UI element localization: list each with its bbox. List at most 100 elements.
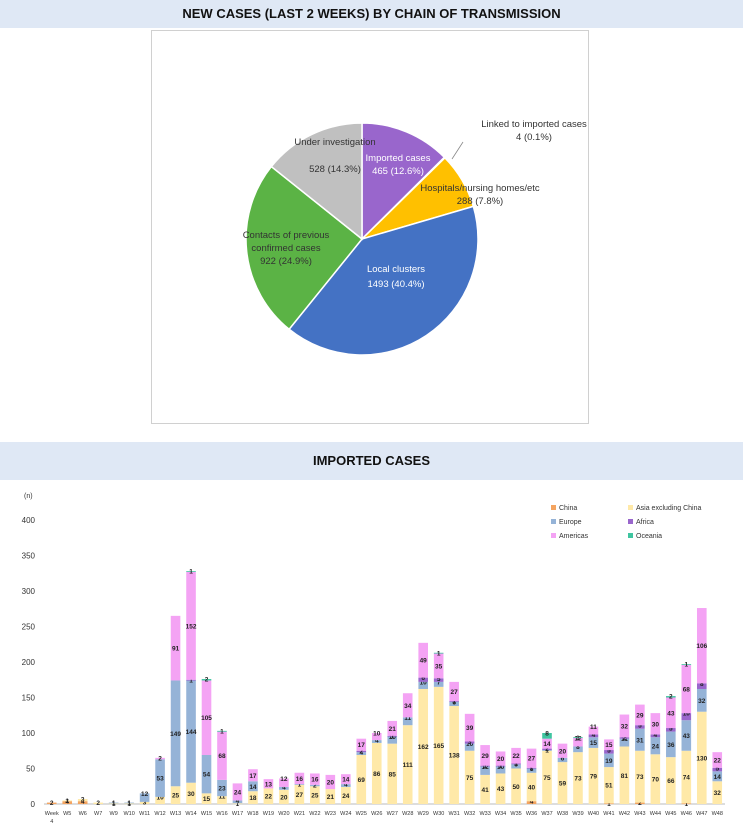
bar-segment xyxy=(681,664,692,665)
legend-swatch xyxy=(551,505,556,510)
bar-value-label: 165 xyxy=(433,743,444,750)
bar-value-label: 10 xyxy=(683,711,691,718)
bar-value-label: 27 xyxy=(296,792,304,799)
bar-segment xyxy=(619,738,630,747)
bar-value-label: 1 xyxy=(514,761,518,768)
bar-value-label: 30 xyxy=(187,791,195,798)
bar-value-label: 5 xyxy=(607,748,611,755)
x-tick-label: W13 xyxy=(170,811,181,817)
bar-segment xyxy=(279,786,289,790)
bar-segment xyxy=(526,767,537,769)
bar-value-label: 6 xyxy=(561,755,565,762)
bar-value-label: 12 xyxy=(574,735,582,742)
legend-label: Oceania xyxy=(636,533,662,540)
x-tick-label: W34 xyxy=(495,811,506,817)
bar-segment xyxy=(217,779,227,797)
bar-value-label: 4 xyxy=(654,732,658,739)
x-tick-label: W18 xyxy=(247,811,258,817)
bar-segment xyxy=(604,803,614,805)
bar-segment xyxy=(93,802,103,804)
pie-label-value: 922 (24.9%) xyxy=(260,256,312,267)
bar-value-label: 40 xyxy=(528,784,536,791)
bar-segment xyxy=(542,748,552,751)
bar-segment xyxy=(573,746,583,753)
x-tick-label: W33 xyxy=(479,811,490,817)
pie-slice-3 xyxy=(288,205,479,356)
bar-segment xyxy=(542,750,552,751)
bar-segment xyxy=(201,679,212,681)
bar-value-label: 14 xyxy=(249,784,257,791)
bar-value-label: 15 xyxy=(203,796,211,803)
pie-label-text: Under investigation xyxy=(294,137,375,148)
bar-segment xyxy=(635,728,645,751)
bar-segment xyxy=(341,784,351,787)
bar-segment xyxy=(573,752,583,804)
bar-segment xyxy=(464,743,475,751)
bar-value-label: 2 xyxy=(545,746,549,753)
bar-value-label: 32 xyxy=(714,790,722,797)
bar-value-label: 4 xyxy=(81,799,85,806)
bar-value-label: 29 xyxy=(481,753,489,760)
bar-segment xyxy=(170,680,181,787)
bar-value-label: 32 xyxy=(698,698,706,705)
bar-value-label: 13 xyxy=(265,781,273,788)
bar-segment xyxy=(511,763,521,765)
bar-value-label: 4 xyxy=(282,784,286,791)
bar-value-label: 21 xyxy=(389,726,397,733)
x-tick-label: W20 xyxy=(278,811,289,817)
bar-value-label: 2 xyxy=(205,677,209,684)
bar-value-label: 8 xyxy=(545,731,549,738)
bar-segment xyxy=(325,789,336,804)
bar-segment xyxy=(588,737,599,748)
bar-segment xyxy=(557,757,568,763)
bar-value-label: 20 xyxy=(559,748,567,755)
bar-value-label: 1 xyxy=(236,801,240,808)
bar-value-label: 3 xyxy=(468,739,472,746)
x-tick-label: W6 xyxy=(79,811,87,817)
bar-value-label: 24 xyxy=(234,789,242,796)
bar-value-label: 138 xyxy=(449,753,460,760)
bar-value-label: 39 xyxy=(466,725,474,732)
bar-segment xyxy=(511,764,521,769)
bar-value-label: 2 xyxy=(50,800,54,807)
bar-segment xyxy=(155,757,165,760)
bar-value-label: 23 xyxy=(218,786,226,793)
bar-segment xyxy=(433,652,444,654)
bar-value-label: 18 xyxy=(249,795,257,802)
bar-value-label: 43 xyxy=(667,710,675,717)
bar-segment xyxy=(279,789,289,804)
bar-segment xyxy=(170,786,181,804)
bar-value-label: 81 xyxy=(621,773,629,780)
bar-segment xyxy=(186,679,196,681)
bar-value-label: 1 xyxy=(298,782,302,789)
bar-segment xyxy=(495,766,506,774)
bar-value-label: 6 xyxy=(514,762,518,769)
bar-value-label: 4 xyxy=(65,799,69,806)
bar-segment xyxy=(619,737,630,739)
bar-segment xyxy=(464,713,475,742)
bar-value-label: 73 xyxy=(574,776,582,783)
y-tick-label: 300 xyxy=(22,587,36,596)
bar-segment xyxy=(681,750,692,804)
x-tick-label: W36 xyxy=(526,811,537,817)
bar-value-label: 1 xyxy=(65,798,69,805)
bar-segment xyxy=(402,693,413,718)
bar-chart-title: IMPORTED CASES xyxy=(0,442,743,480)
bar-value-label: 20 xyxy=(280,794,288,801)
bar-value-label: 11 xyxy=(219,794,226,801)
bar-segment xyxy=(666,731,676,758)
x-tick-label: W14 xyxy=(185,811,196,817)
bar-value-label: 2 xyxy=(96,800,100,807)
pie-label-value: 1493 (40.4%) xyxy=(367,279,424,290)
bar-value-label: 5 xyxy=(638,723,642,730)
bar-segment xyxy=(511,747,521,764)
bar-value-label: 73 xyxy=(636,774,644,781)
pie-slice-0 xyxy=(361,122,446,241)
bar-segment xyxy=(402,717,413,726)
x-tick-label: W43 xyxy=(634,811,645,817)
bar-segment xyxy=(279,778,289,787)
pie-label-linked-imported: Linked to imported cases 4 (0.1%) xyxy=(451,119,587,160)
bar-value-label: 1 xyxy=(112,801,116,808)
bar-segment xyxy=(712,767,723,772)
x-tick-label: W12 xyxy=(154,811,165,817)
